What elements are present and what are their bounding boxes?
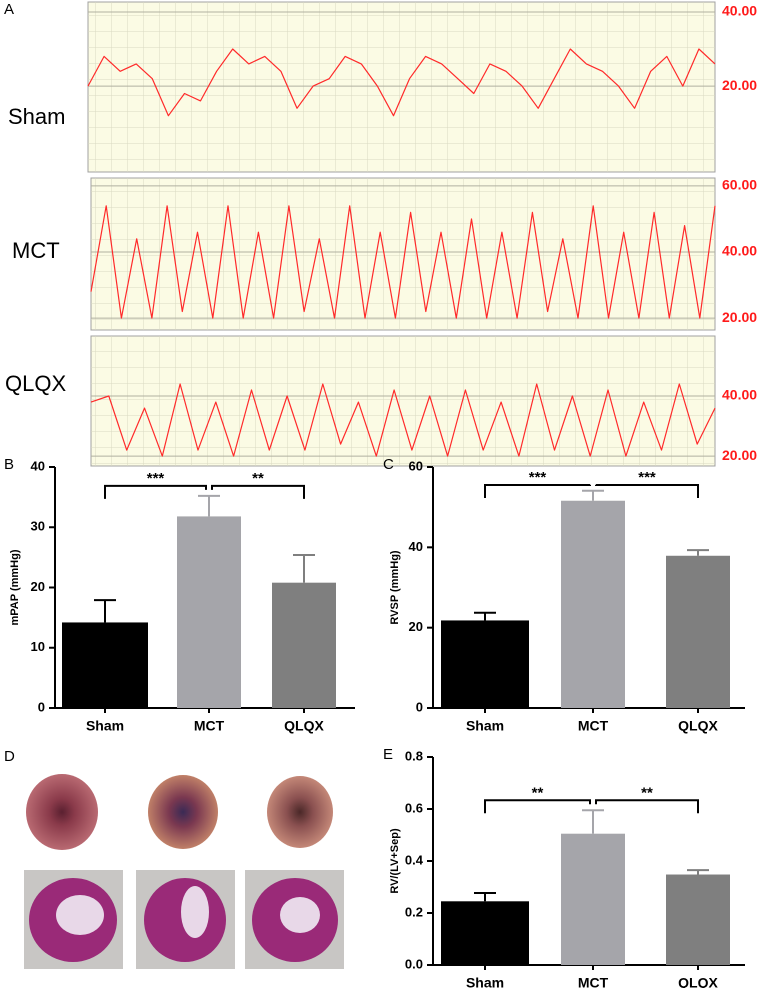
y-axis-label: mPAP (mmHg) [9, 549, 21, 625]
y-tick-label: 20.00 [722, 77, 757, 93]
y-tick-label: 0 [38, 699, 45, 714]
significance-bracket [484, 799, 591, 814]
trace-grid [91, 178, 715, 330]
significance-label: *** [638, 469, 656, 486]
y-tick-label: 40.00 [722, 3, 757, 19]
y-tick-label: 40.00 [722, 387, 757, 403]
x-tick-label: MCT [578, 975, 609, 988]
x-tick-label: Sham [466, 975, 504, 988]
y-tick-label: 60 [409, 458, 423, 473]
significance-bracket [595, 799, 699, 814]
significance-label: *** [147, 470, 165, 487]
significance-label: ** [532, 784, 544, 801]
heart-photo [267, 776, 333, 848]
y-tick-label: 40.00 [722, 243, 757, 259]
bar [62, 622, 148, 708]
y-axis-label: RVSP (mmHg) [389, 550, 401, 625]
row-label: MCT [12, 238, 60, 263]
heart-images [24, 774, 344, 969]
x-tick-label: MCT [578, 718, 609, 734]
bar [666, 555, 730, 708]
pressure-trace [90, 383, 716, 457]
bar [177, 516, 241, 708]
x-tick-label: QLQX [284, 718, 324, 734]
y-axis-label: RV/(LV+Sep) [389, 828, 401, 894]
y-tick-label: 0.4 [405, 852, 424, 867]
y-tick-label: 0.6 [405, 800, 423, 815]
panel-letter: D [4, 748, 15, 765]
bar [441, 620, 529, 708]
y-tick-label: 40 [409, 539, 423, 554]
x-tick-label: QLQX [678, 718, 718, 734]
y-tick-label: 30 [31, 519, 45, 534]
row-label: Sham [8, 104, 65, 129]
significance-bracket [211, 484, 305, 499]
pressure-trace [90, 205, 716, 319]
y-tick-label: 60.00 [722, 177, 757, 193]
y-tick-label: 10 [31, 639, 45, 654]
heart-photo [148, 775, 218, 849]
y-tick-label: 0.2 [405, 904, 423, 919]
significance-label: ** [641, 784, 653, 801]
x-tick-label: QLQX [678, 975, 718, 988]
bar [441, 901, 529, 965]
section-lumen [56, 895, 104, 935]
pressure-trace [87, 48, 716, 117]
bar [561, 833, 625, 965]
panel-letter: C [383, 456, 394, 473]
significance-label: *** [529, 469, 547, 486]
y-tick-label: 0 [416, 699, 423, 714]
x-tick-label: Sham [86, 718, 124, 734]
significance-bracket [595, 484, 699, 498]
x-tick-label: Sham [466, 718, 504, 734]
significance-bracket [484, 484, 591, 498]
bar [561, 500, 625, 708]
y-tick-label: 20.00 [722, 309, 757, 325]
y-tick-label: 20.00 [722, 447, 757, 463]
y-tick-label: 20 [31, 579, 45, 594]
panel-letter: E [383, 746, 393, 763]
panel-letter: B [4, 456, 14, 473]
significance-bracket [104, 484, 207, 499]
bar [272, 582, 336, 708]
y-tick-label: 0.0 [405, 956, 423, 971]
y-tick-label: 0.8 [405, 748, 423, 763]
row-label: QLQX [5, 371, 66, 396]
section-lumen [280, 897, 320, 933]
y-tick-label: 20 [409, 619, 423, 634]
y-tick-label: 40 [31, 458, 45, 473]
x-tick-label: MCT [194, 718, 225, 734]
trace-grid [88, 2, 715, 172]
panel-letter: A [4, 1, 14, 18]
heart-photo [26, 774, 98, 850]
section-lumen [181, 886, 209, 938]
significance-label: ** [252, 470, 264, 487]
bar [666, 874, 730, 965]
